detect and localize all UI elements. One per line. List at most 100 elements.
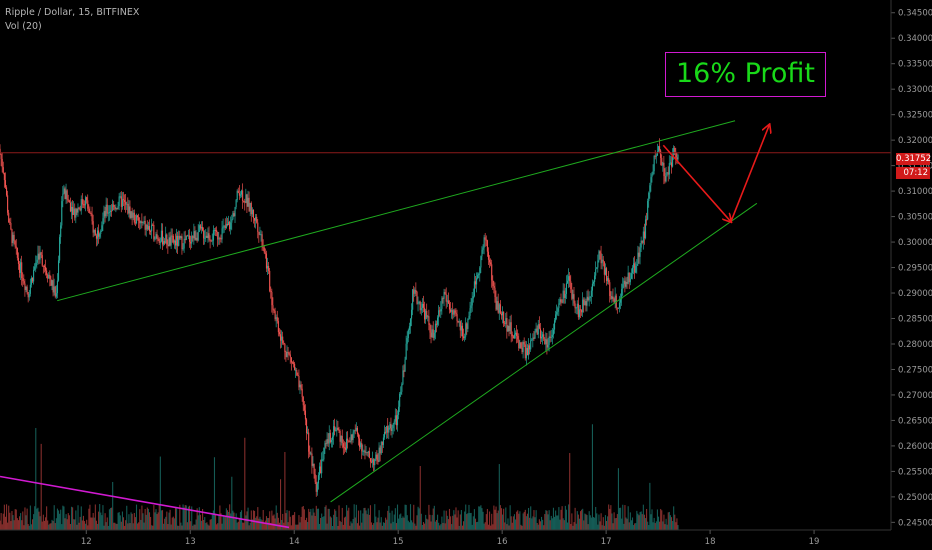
- candle-body: [380, 441, 382, 454]
- volume-bar: [244, 437, 246, 530]
- candle-body: [166, 234, 168, 245]
- volume-bar: [482, 511, 484, 530]
- candle-body: [277, 321, 279, 333]
- volume-bar: [363, 507, 365, 530]
- volume-bar: [191, 506, 193, 530]
- volume-bar: [81, 520, 83, 530]
- candle-body: [299, 384, 301, 388]
- candle-body: [531, 339, 533, 341]
- candle-body: [232, 213, 234, 220]
- candle-body: [295, 370, 297, 371]
- volume-bar: [130, 512, 132, 530]
- volume-bar: [163, 523, 165, 530]
- candle-body: [378, 447, 380, 462]
- candle-body: [31, 277, 34, 282]
- volume-bar: [89, 504, 91, 530]
- candle-body: [255, 216, 257, 221]
- volume-bar: [588, 511, 590, 530]
- volume-bar: [153, 505, 155, 530]
- candle-body: [350, 434, 352, 442]
- profit-annotation[interactable]: 16% Profit: [665, 52, 826, 97]
- volume-bar: [101, 515, 103, 530]
- volume-bar: [142, 513, 144, 530]
- candle-body: [422, 303, 425, 308]
- candle-body: [18, 263, 21, 273]
- candle-body: [68, 200, 70, 203]
- candle-body: [223, 225, 225, 227]
- volume-bar: [47, 520, 49, 530]
- volume-bar: [35, 427, 37, 530]
- candle-body: [330, 439, 332, 443]
- volume-bar: [552, 507, 555, 530]
- candle-body: [258, 231, 260, 235]
- volume-bar: [14, 509, 16, 530]
- candle-body: [566, 280, 569, 284]
- candle-body: [628, 272, 630, 283]
- candle-body: [540, 336, 543, 339]
- candle-body: [285, 351, 287, 357]
- volume-bar: [350, 521, 352, 530]
- volume-bar: [352, 518, 354, 530]
- candle-body: [347, 438, 349, 441]
- volume-bar: [225, 508, 227, 530]
- volume-layer: [0, 424, 679, 530]
- volume-bar: [202, 508, 204, 530]
- candle-body: [395, 415, 397, 426]
- candle-body: [669, 162, 671, 164]
- candle-body: [209, 239, 211, 241]
- volume-bar: [512, 516, 514, 530]
- candle-body: [216, 230, 218, 233]
- candle-body: [477, 275, 479, 279]
- candle-body: [72, 207, 74, 215]
- volume-bar: [241, 510, 243, 530]
- volume-bar: [310, 508, 312, 530]
- volume-bar: [568, 504, 570, 530]
- volume-bar: [390, 523, 392, 530]
- candle-body: [229, 221, 231, 230]
- candle-body: [592, 281, 595, 284]
- candle-body: [662, 162, 664, 166]
- candle-body: [400, 391, 402, 395]
- volume-bar: [184, 505, 186, 530]
- volume-bar: [23, 525, 25, 530]
- volume-bar: [388, 505, 390, 530]
- candle-body: [116, 208, 118, 210]
- volume-bar: [643, 514, 645, 530]
- candle-body: [455, 312, 457, 315]
- volume-bar: [299, 522, 301, 530]
- candle-body: [259, 234, 261, 236]
- volume-bar: [50, 523, 52, 530]
- volume-bar: [342, 524, 344, 530]
- candle-body: [252, 209, 255, 219]
- volume-bar: [579, 511, 582, 530]
- candle-body: [629, 278, 631, 283]
- candle-body: [630, 273, 632, 279]
- candle-body: [602, 259, 604, 262]
- candle-body: [33, 269, 35, 282]
- candle-body: [151, 224, 153, 232]
- candle-body: [383, 431, 386, 438]
- candle-body: [660, 150, 662, 158]
- volume-bar: [478, 506, 480, 530]
- candle-body: [35, 262, 37, 267]
- volume-bar: [443, 510, 445, 530]
- volume-bar: [523, 511, 525, 530]
- volume-bar: [429, 514, 431, 530]
- volume-bar: [197, 515, 199, 530]
- candle-body: [446, 300, 448, 302]
- candle-body: [230, 222, 232, 230]
- candle-body: [92, 221, 94, 233]
- candle-body: [248, 197, 250, 212]
- volume-bar: [506, 524, 508, 530]
- volume-bar: [303, 509, 305, 530]
- candle-body: [654, 155, 656, 157]
- volume-bar: [254, 510, 256, 530]
- volume-bar: [487, 524, 490, 530]
- volume-bar: [559, 519, 561, 530]
- volume-bar: [582, 508, 584, 530]
- volume-bar: [75, 510, 77, 530]
- volume-bar: [282, 513, 284, 530]
- candle-body: [217, 232, 219, 240]
- volume-bar: [424, 523, 426, 530]
